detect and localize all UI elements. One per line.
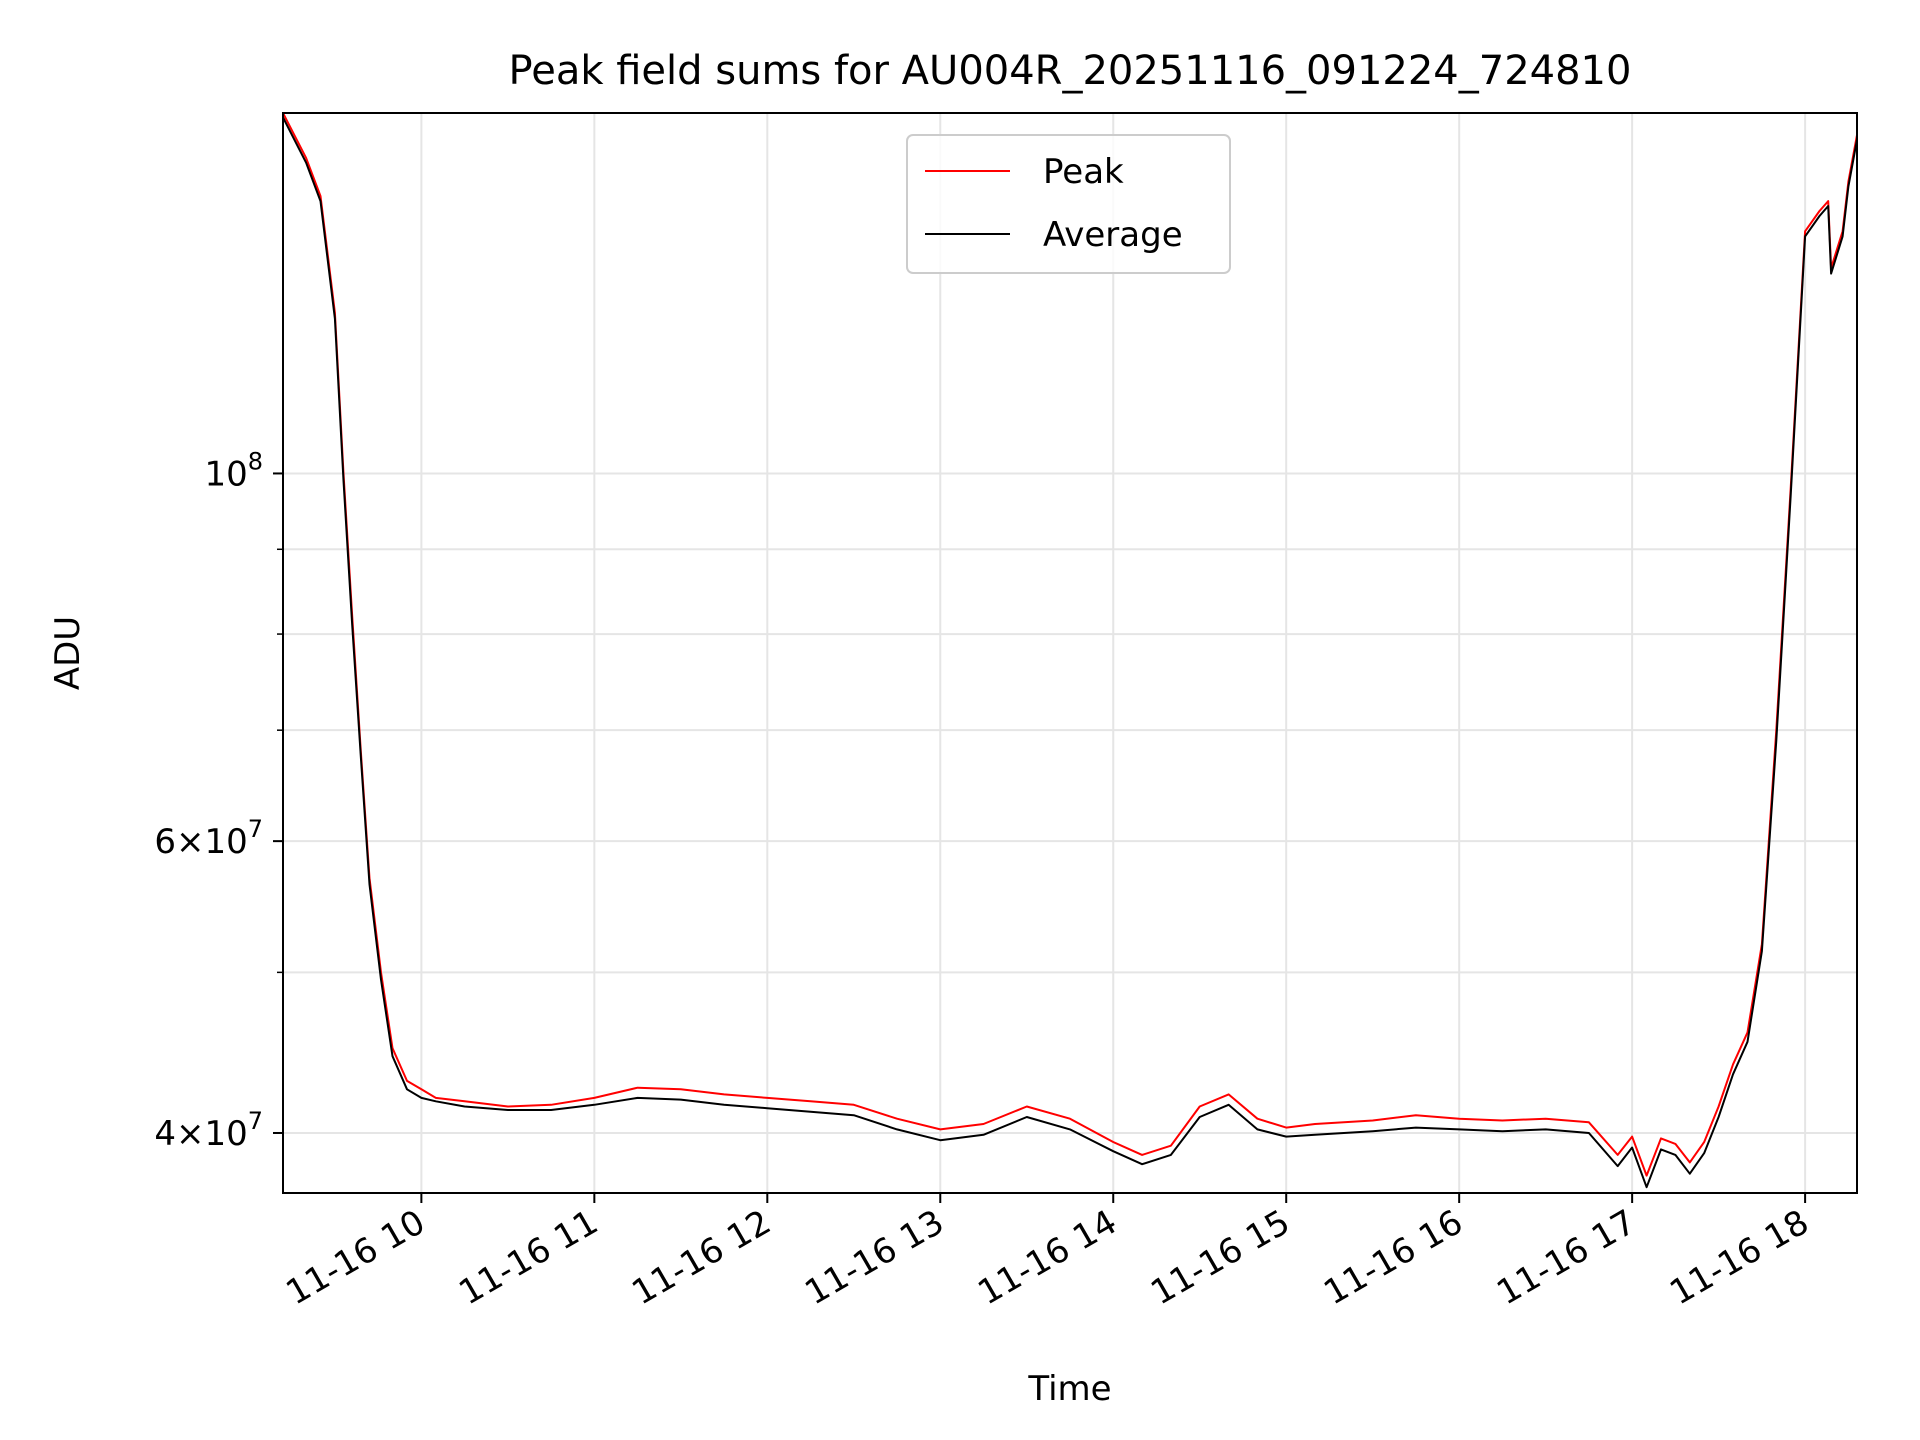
y-axis-label: ADU	[48, 616, 88, 690]
y-tick-label: 108	[204, 447, 263, 494]
series-layer	[283, 113, 1857, 1189]
x-axis-label: Time	[1027, 1369, 1111, 1409]
legend-label: Average	[1043, 215, 1183, 255]
y-axis: 4×107 6×107 108	[154, 447, 283, 1154]
grid	[283, 113, 1857, 1193]
chart-title: Peak field sums for AU004R_20251116_0912…	[509, 48, 1632, 94]
legend-box	[906, 134, 1231, 274]
series-line-peak	[283, 113, 1857, 1177]
legend-label: Peak	[1043, 152, 1124, 192]
y-tick-label: 4×107	[154, 1107, 263, 1154]
legend: Peak Average	[906, 134, 1231, 274]
y-tick-label: 6×107	[154, 815, 263, 862]
plot-frame	[282, 112, 1858, 1194]
series-line-average	[283, 116, 1857, 1189]
